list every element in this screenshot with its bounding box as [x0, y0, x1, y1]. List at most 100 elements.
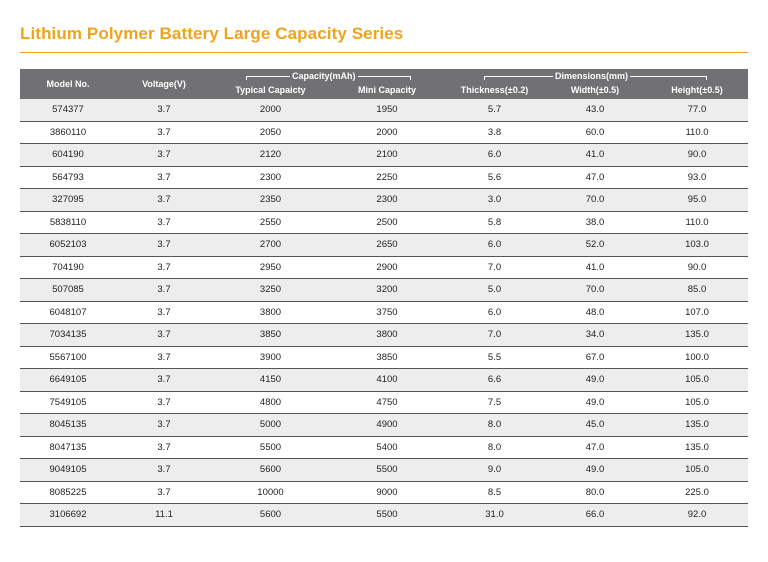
width-cell: 47.0: [544, 166, 646, 189]
height-cell: 90.0: [646, 256, 748, 279]
height-cell: 110.0: [646, 211, 748, 234]
height-cell: 110.0: [646, 121, 748, 144]
typical-capacity-cell: 2050: [212, 121, 329, 144]
header-height: Height(±0.5): [671, 85, 723, 95]
width-cell: 60.0: [544, 121, 646, 144]
model-cell: 3860110: [20, 121, 116, 144]
height-cell: 105.0: [646, 368, 748, 392]
thickness-cell: 3.8: [445, 121, 544, 144]
mini-capacity-cell: 2500: [329, 211, 445, 234]
table-body: 574377 3.7 2000 1950 5.7 43.0 77.0 3860110 3.7 20…: [20, 99, 748, 527]
typical-capacity-cell: 3900: [212, 346, 329, 369]
width-cell: 70.0: [544, 188, 646, 212]
typical-capacity-cell: 4150: [212, 368, 329, 392]
width-cell: 34.0: [544, 323, 646, 347]
height-cell: 92.0: [646, 503, 748, 527]
model-cell: 604190: [20, 143, 116, 167]
height-cell: 103.0: [646, 233, 748, 257]
voltage-cell: 3.7: [116, 323, 212, 347]
table-row: 8047135 3.7 5500 5400 8.0 47.0 135.0: [20, 436, 748, 459]
height-cell: 77.0: [646, 99, 748, 122]
header-typical-capacity: Typical Capaicty: [235, 85, 306, 95]
width-cell: 52.0: [544, 233, 646, 257]
table-row: 704190 3.7 2950 2900 7.0 41.0 90.0: [20, 256, 748, 279]
typical-capacity-cell: 2950: [212, 256, 329, 279]
header-voltage: Voltage(V): [142, 79, 186, 89]
table-row: 574377 3.7 2000 1950 5.7 43.0 77.0: [20, 99, 748, 122]
table-row: 3106692 11.1 5600 5500 31.0 66.0 92.0: [20, 503, 748, 527]
thickness-cell: 8.5: [445, 481, 544, 504]
height-cell: 107.0: [646, 301, 748, 324]
voltage-cell: 3.7: [116, 121, 212, 144]
height-cell: 135.0: [646, 323, 748, 347]
width-cell: 41.0: [544, 256, 646, 279]
table-row: 9049105 3.7 5600 5500 9.0 49.0 105.0: [20, 458, 748, 482]
dimensions-group-bracket-right: [706, 76, 707, 80]
model-cell: 6052103: [20, 233, 116, 257]
model-cell: 507085: [20, 278, 116, 302]
thickness-cell: 5.8: [445, 211, 544, 234]
model-cell: 5567100: [20, 346, 116, 369]
model-cell: 704190: [20, 256, 116, 279]
mini-capacity-cell: 2650: [329, 233, 445, 257]
height-cell: 105.0: [646, 391, 748, 414]
thickness-cell: 8.0: [445, 413, 544, 437]
thickness-cell: 6.0: [445, 143, 544, 167]
voltage-cell: 11.1: [116, 503, 212, 527]
voltage-cell: 3.7: [116, 143, 212, 167]
model-cell: 7549105: [20, 391, 116, 414]
width-cell: 49.0: [544, 458, 646, 482]
table-row: 564793 3.7 2300 2250 5.6 47.0 93.0: [20, 166, 748, 189]
width-cell: 45.0: [544, 413, 646, 437]
mini-capacity-cell: 9000: [329, 481, 445, 504]
voltage-cell: 3.7: [116, 301, 212, 324]
mini-capacity-cell: 1950: [329, 99, 445, 122]
thickness-cell: 7.0: [445, 323, 544, 347]
model-cell: 8047135: [20, 436, 116, 459]
width-cell: 48.0: [544, 301, 646, 324]
model-cell: 8045135: [20, 413, 116, 437]
voltage-cell: 3.7: [116, 188, 212, 212]
width-cell: 49.0: [544, 391, 646, 414]
height-cell: 90.0: [646, 143, 748, 167]
model-cell: 6048107: [20, 301, 116, 324]
typical-capacity-cell: 5000: [212, 413, 329, 437]
thickness-cell: 5.7: [445, 99, 544, 122]
header-width: Width(±0.5): [570, 85, 620, 95]
model-cell: 327095: [20, 188, 116, 212]
width-cell: 49.0: [544, 368, 646, 392]
model-cell: 9049105: [20, 458, 116, 482]
voltage-cell: 3.7: [116, 368, 212, 392]
model-cell: 6649105: [20, 368, 116, 392]
title-underline: [20, 52, 748, 53]
voltage-cell: 3.7: [116, 278, 212, 302]
mini-capacity-cell: 5400: [329, 436, 445, 459]
mini-capacity-cell: 3850: [329, 346, 445, 369]
width-cell: 38.0: [544, 211, 646, 234]
voltage-cell: 3.7: [116, 211, 212, 234]
height-cell: 225.0: [646, 481, 748, 504]
voltage-cell: 3.7: [116, 458, 212, 482]
model-cell: 5838110: [20, 211, 116, 234]
table-row: 327095 3.7 2350 2300 3.0 70.0 95.0: [20, 188, 748, 212]
header-model: Model No.: [46, 79, 90, 89]
voltage-cell: 3.7: [116, 233, 212, 257]
mini-capacity-cell: 3800: [329, 323, 445, 347]
voltage-cell: 3.7: [116, 481, 212, 504]
thickness-cell: 3.0: [445, 188, 544, 212]
table-row: 6048107 3.7 3800 3750 6.0 48.0 107.0: [20, 301, 748, 324]
thickness-cell: 31.0: [445, 503, 544, 527]
thickness-cell: 6.0: [445, 233, 544, 257]
table-row: 3860110 3.7 2050 2000 3.8 60.0 110.0: [20, 121, 748, 144]
table-row: 507085 3.7 3250 3200 5.0 70.0 85.0: [20, 278, 748, 302]
typical-capacity-cell: 2300: [212, 166, 329, 189]
height-cell: 85.0: [646, 278, 748, 302]
thickness-cell: 7.5: [445, 391, 544, 414]
voltage-cell: 3.7: [116, 391, 212, 414]
typical-capacity-cell: 5500: [212, 436, 329, 459]
voltage-cell: 3.7: [116, 413, 212, 437]
height-cell: 135.0: [646, 436, 748, 459]
mini-capacity-cell: 4100: [329, 368, 445, 392]
height-cell: 93.0: [646, 166, 748, 189]
typical-capacity-cell: 3250: [212, 278, 329, 302]
